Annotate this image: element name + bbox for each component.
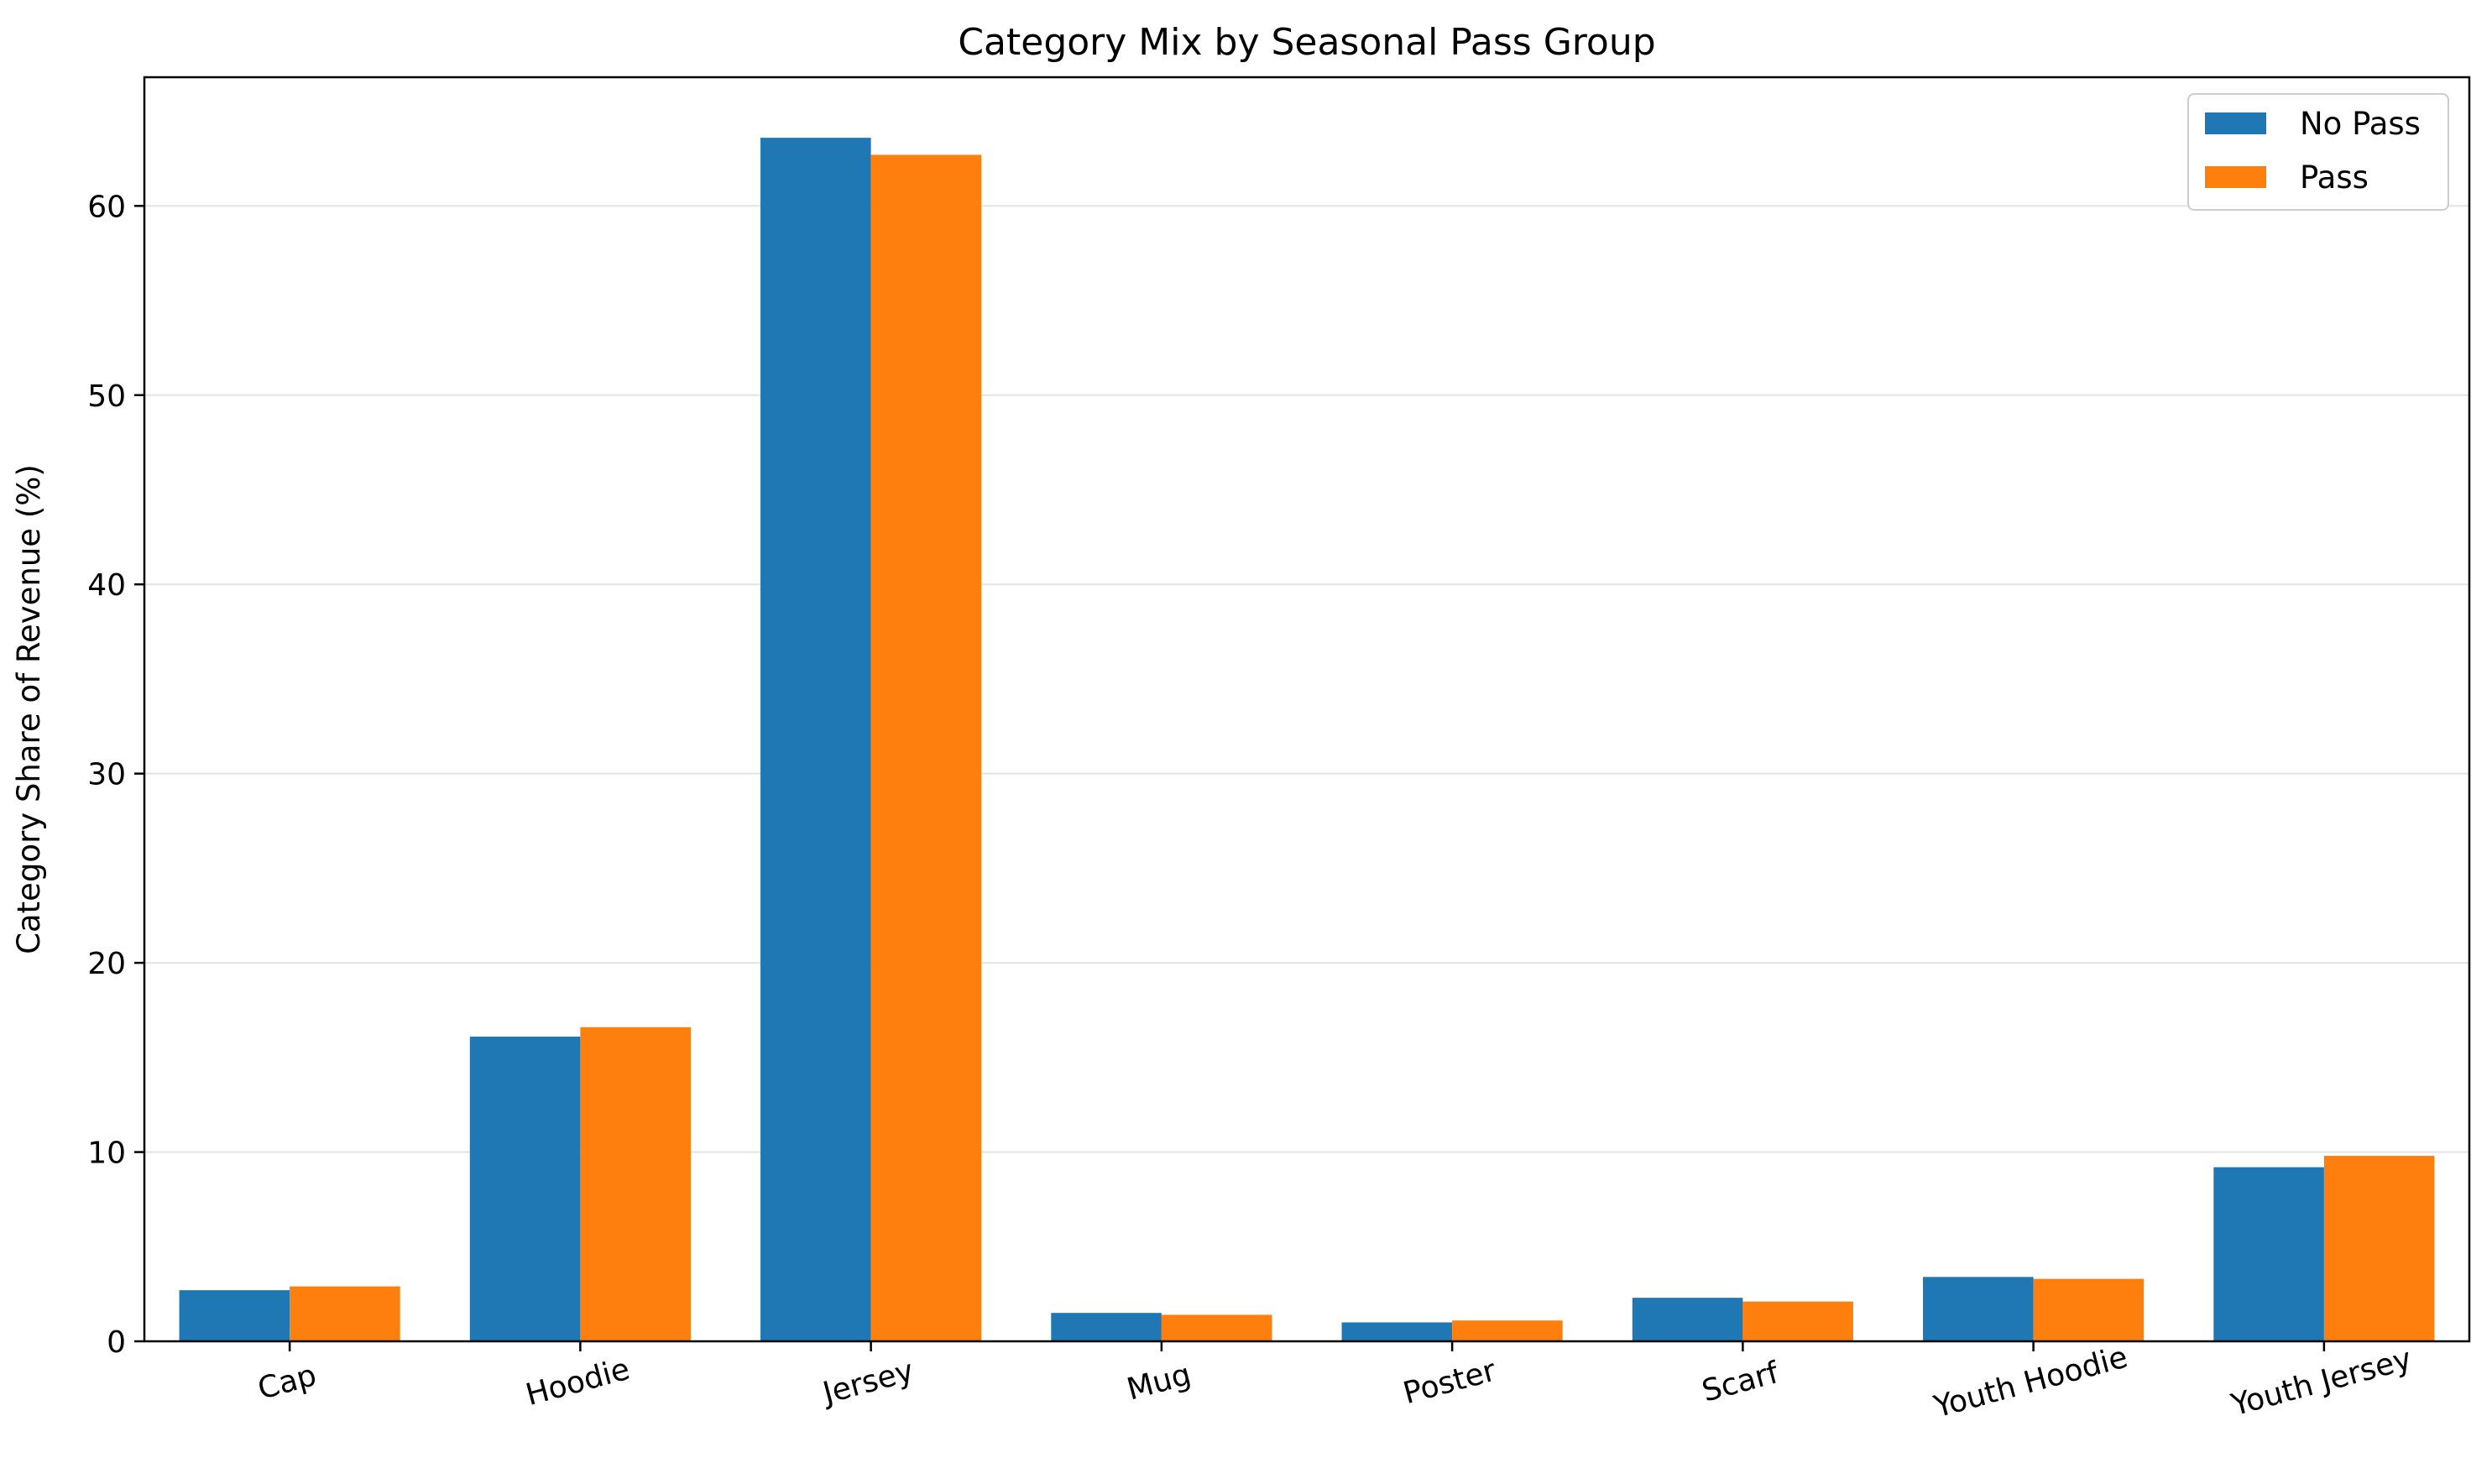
bar-no-pass-hoodie xyxy=(469,1037,581,1341)
bar-pass-scarf xyxy=(1742,1301,1853,1341)
y-axis-title: Category Share of Revenue (%) xyxy=(11,464,47,954)
bar-no-pass-youth-jersey xyxy=(2213,1167,2324,1341)
legend-swatch-no-pass xyxy=(2205,112,2266,134)
legend-swatch-pass xyxy=(2205,166,2266,188)
bar-no-pass-scarf xyxy=(1632,1298,1743,1341)
plot-frame xyxy=(143,76,2471,1343)
bar-pass-poster xyxy=(1452,1320,1563,1341)
bar-pass-youth-hoodie xyxy=(2033,1278,2145,1341)
y-tick-label: 50 xyxy=(87,379,126,414)
bar-no-pass-youth-hoodie xyxy=(1923,1277,2034,1341)
bar-pass-mug xyxy=(1161,1314,1272,1341)
y-tick-label: 10 xyxy=(87,1137,126,1171)
chart-title: Category Mix by Seasonal Pass Group xyxy=(958,21,1655,64)
legend: No Pass Pass xyxy=(2187,93,2449,211)
bar-no-pass-jersey xyxy=(760,138,871,1342)
legend-label-no-pass: No Pass xyxy=(2300,106,2421,142)
bar-pass-jersey xyxy=(870,154,982,1342)
bar-no-pass-poster xyxy=(1341,1322,1453,1341)
bar-pass-cap xyxy=(290,1286,400,1341)
bar-no-pass-mug xyxy=(1051,1313,1162,1341)
y-tick-label: 20 xyxy=(87,947,126,981)
legend-label-pass: Pass xyxy=(2300,159,2369,196)
bar-pass-youth-jersey xyxy=(2323,1156,2435,1341)
y-tick-label: 0 xyxy=(107,1325,126,1360)
bar-pass-hoodie xyxy=(580,1027,691,1341)
y-tick-label: 30 xyxy=(87,758,126,792)
y-tick-label: 40 xyxy=(87,568,126,603)
bars xyxy=(179,138,2435,1342)
bar-no-pass-cap xyxy=(179,1290,290,1341)
y-tick-label: 60 xyxy=(87,190,126,224)
y-axis: 0 10 20 30 40 50 60 xyxy=(87,190,144,1360)
